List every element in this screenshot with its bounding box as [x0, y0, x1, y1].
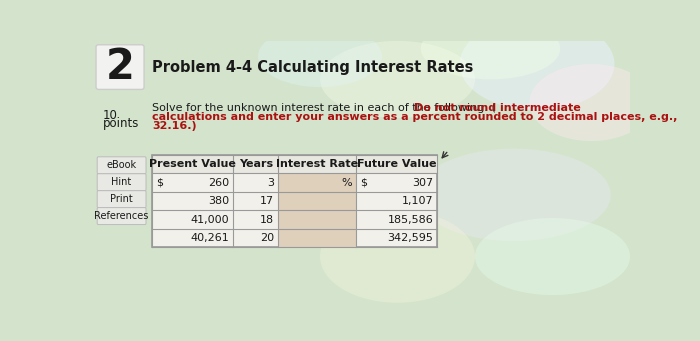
Bar	[278, 192, 356, 210]
Text: Present Value: Present Value	[149, 159, 236, 169]
Text: Print: Print	[110, 194, 133, 204]
Text: eBook: eBook	[106, 160, 136, 170]
Text: Future Value: Future Value	[356, 159, 436, 169]
Text: 17: 17	[260, 196, 274, 206]
Text: 3: 3	[267, 178, 274, 188]
FancyBboxPatch shape	[96, 45, 144, 89]
Bar	[278, 210, 356, 229]
Text: Problem 4-4 Calculating Interest Rates: Problem 4-4 Calculating Interest Rates	[152, 60, 473, 75]
Bar	[278, 229, 356, 247]
Text: 260: 260	[208, 178, 230, 188]
Ellipse shape	[529, 64, 653, 141]
Text: 32.16.): 32.16.)	[152, 121, 197, 131]
Text: 1,107: 1,107	[402, 196, 433, 206]
Ellipse shape	[258, 26, 382, 87]
Bar	[278, 173, 356, 192]
Text: Hint: Hint	[111, 177, 132, 187]
Text: 185,586: 185,586	[387, 214, 433, 225]
Text: 2: 2	[106, 46, 134, 88]
FancyBboxPatch shape	[97, 191, 146, 208]
Text: 40,261: 40,261	[190, 233, 230, 243]
Ellipse shape	[421, 18, 560, 79]
FancyBboxPatch shape	[97, 174, 146, 191]
FancyBboxPatch shape	[97, 208, 146, 225]
Text: Interest Rate: Interest Rate	[276, 159, 358, 169]
Text: References: References	[94, 211, 149, 221]
Ellipse shape	[417, 149, 610, 241]
Text: Solve for the unknown interest rate in each of the following. (: Solve for the unknown interest rate in e…	[152, 103, 496, 113]
Ellipse shape	[475, 218, 630, 295]
Text: Do not round intermediate: Do not round intermediate	[414, 103, 580, 113]
Text: Years: Years	[239, 159, 273, 169]
Ellipse shape	[320, 41, 475, 118]
Text: 380: 380	[208, 196, 230, 206]
Text: 307: 307	[412, 178, 433, 188]
FancyBboxPatch shape	[97, 157, 146, 174]
Bar	[152, 155, 437, 173]
Text: 342,595: 342,595	[387, 233, 433, 243]
Text: calculations and enter your answers as a percent rounded to 2 decimal places, e.: calculations and enter your answers as a…	[152, 112, 677, 122]
Text: 41,000: 41,000	[190, 214, 230, 225]
Text: 18: 18	[260, 214, 274, 225]
Text: $: $	[360, 178, 368, 188]
Text: points: points	[103, 117, 139, 130]
Text: $: $	[157, 178, 164, 188]
Text: 10: 10	[103, 109, 118, 122]
Ellipse shape	[459, 18, 615, 110]
Text: %: %	[341, 178, 352, 188]
Ellipse shape	[320, 210, 475, 303]
Bar	[152, 155, 437, 247]
Text: 20: 20	[260, 233, 274, 243]
